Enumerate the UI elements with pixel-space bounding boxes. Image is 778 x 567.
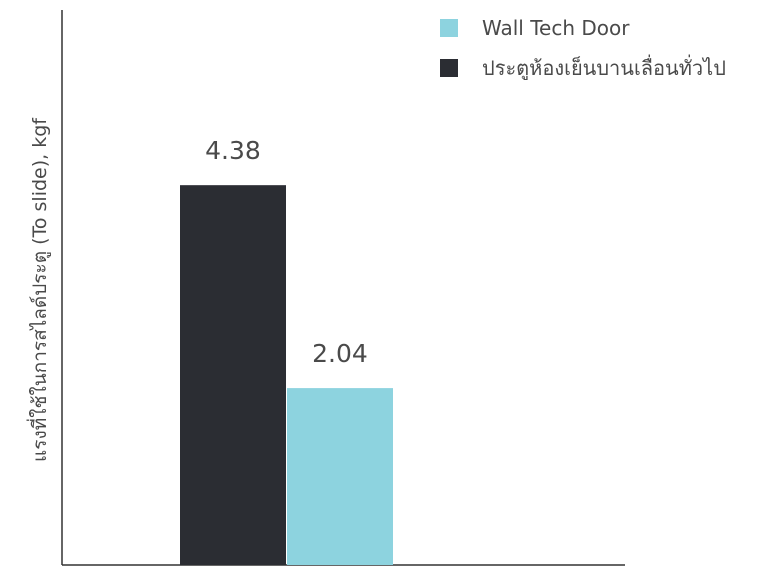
bar-conventional-door [180,185,286,565]
legend-label-wall-tech-door: Wall Tech Door [482,16,630,40]
legend-item-wall-tech-door: Wall Tech Door [440,8,726,48]
legend-swatch-wall-tech-door [440,19,458,37]
y-axis-label: แรงที่ใช้ในการสไลด์ประตู (To slide), kgf [29,118,51,462]
legend-swatch-conventional-door [440,59,458,77]
bars-group: 4.38 2.04 [180,136,393,565]
data-label-wall-tech-door: 2.04 [312,339,368,368]
legend-item-conventional-door: ประตูห้องเย็นบานเลื่อนทั่วไป [440,48,726,88]
legend-label-conventional-door: ประตูห้องเย็นบานเลื่อนทั่วไป [482,56,726,80]
legend: Wall Tech Door ประตูห้องเย็นบานเลื่อนทั่… [440,8,726,88]
data-label-conventional-door: 4.38 [205,136,261,165]
bar-wall-tech-door [287,388,393,565]
